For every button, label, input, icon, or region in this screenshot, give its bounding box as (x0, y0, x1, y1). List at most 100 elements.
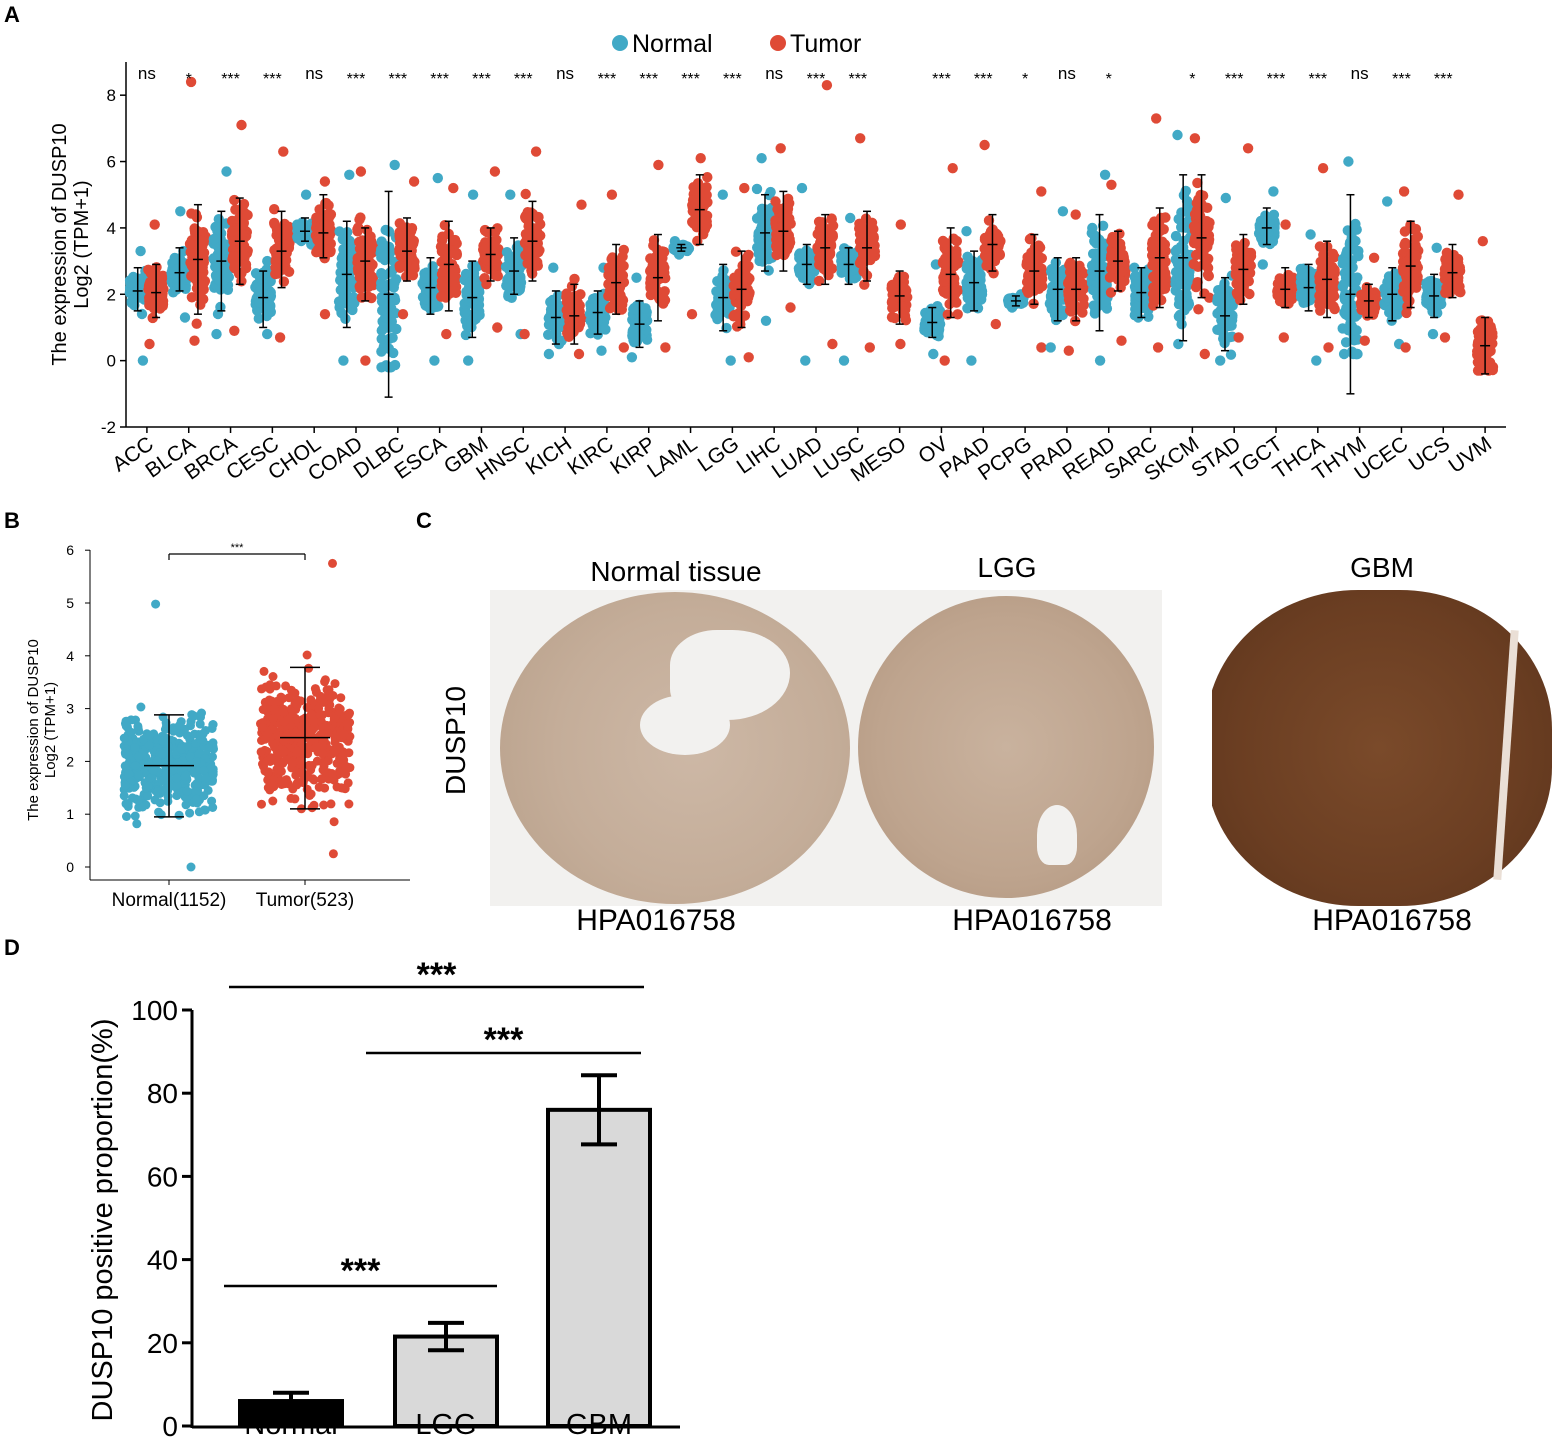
a-point-kirp-tumor (653, 159, 664, 171)
a-point-ucs-tumor (1453, 272, 1464, 283)
a-point-sarc-tumor (1160, 273, 1172, 284)
a-point-thym-normal (1351, 348, 1362, 360)
a-point-read-tumor (1106, 179, 1117, 190)
a-point-blca-tumor (186, 292, 198, 303)
a-point-thym-tumor (1361, 290, 1373, 302)
a-point-lusc-normal (845, 212, 856, 224)
a-point-luad-normal (803, 276, 814, 287)
a-point-gbm-normal (462, 286, 473, 298)
a-point-ucs-normal (1421, 294, 1432, 305)
a-point-skcm-normal (1170, 266, 1182, 278)
a-point-kich-tumor (576, 199, 587, 210)
a-point-uvm-tumor (1472, 346, 1483, 357)
panel-letter-c: C (416, 508, 432, 533)
a-point-sarc-normal (1132, 285, 1143, 296)
a-point-pcpg-tumor (1036, 186, 1047, 197)
a-sig-pcpg: * (1022, 71, 1028, 88)
a-point-thca-tumor (1314, 297, 1325, 308)
a-point-lusc-normal (836, 254, 847, 266)
a-point-blca-normal (172, 278, 183, 289)
a-point-prad-normal (1057, 266, 1068, 277)
a-point-hnsc-normal (504, 273, 515, 284)
a-point-kirp-tumor (658, 293, 669, 304)
a-point-ov-normal (926, 303, 937, 314)
a-point-skcm-normal (1175, 241, 1187, 252)
a-point-lgg-normal (717, 189, 728, 200)
a-point-ov-tumor (952, 309, 963, 320)
a-point-cesc-tumor (274, 241, 285, 252)
a-point-ov-tumor (938, 286, 950, 298)
a-point-gbm-tumor (479, 273, 490, 284)
a-point-gbm-normal (459, 307, 470, 319)
a-point-lgg-tumor (739, 182, 750, 194)
a-point-thca-tumor (1324, 289, 1335, 300)
a-point-kich-tumor (566, 281, 578, 292)
a-point-read-tumor (1104, 272, 1116, 283)
a-point-paad-normal (962, 251, 973, 262)
a-point-cesc-normal (254, 297, 265, 308)
a-point-skcm-tumor (1203, 221, 1214, 233)
a-point-stad-tumor (1242, 143, 1254, 154)
a-point-read-tumor (1105, 287, 1117, 298)
a-sig-laml: *** (681, 71, 700, 88)
a-point-coad-tumor (362, 263, 373, 274)
a-sig-ucec: *** (1392, 71, 1411, 88)
a-point-kirc-normal (596, 345, 607, 356)
a-point-sarc-normal (1132, 301, 1143, 313)
a-y-label-1: The expression of DUSP10 (49, 123, 71, 365)
a-point-coad-tumor (354, 214, 365, 225)
a-point-cesc-tumor (274, 332, 286, 343)
a-point-thym-normal (1346, 232, 1358, 243)
a-point-gbm-tumor (492, 270, 503, 282)
a-point-hnsc-tumor (526, 258, 537, 270)
a-sig-prad: ns (1058, 64, 1076, 83)
a-point-ucec-normal (1391, 299, 1403, 310)
a-point-prad-tumor (1063, 277, 1075, 288)
a-point-acc-tumor (154, 300, 165, 311)
a-point-kirc-tumor (617, 251, 628, 262)
a-point-pcpg-tumor (1024, 234, 1036, 245)
a-point-dlbc-normal (377, 270, 388, 281)
a-point-esca-normal (432, 172, 443, 184)
a-point-dlbc-normal (385, 362, 397, 373)
a-point-skcm-tumor (1204, 292, 1215, 303)
b-y-tick-label: 1 (66, 806, 74, 822)
a-point-read-normal (1097, 220, 1109, 231)
a-point-acc-normal (135, 245, 146, 257)
a-point-thca-tumor (1327, 248, 1339, 259)
a-point-prad-normal (1057, 206, 1069, 217)
a-point-ucec-tumor (1404, 295, 1415, 307)
a-point-skcm-tumor (1202, 241, 1213, 252)
a-point-brca-tumor (236, 119, 247, 131)
a-point-chol-tumor (313, 225, 324, 236)
a-y-tick-label: -2 (101, 418, 116, 437)
b-y-tick-label: 5 (66, 595, 74, 611)
a-sig-chol: ns (305, 64, 323, 83)
a-point-acc-tumor (144, 338, 155, 350)
a-point-dlbc-normal (379, 250, 391, 262)
a-point-gbm-tumor (481, 226, 493, 238)
a-point-kich-tumor (564, 302, 575, 313)
a-point-dlbc-normal (388, 282, 399, 293)
a-point-brca-normal (221, 166, 232, 177)
a-point-lgg-tumor (742, 284, 753, 295)
a-point-blca-tumor (185, 76, 197, 88)
a-point-chol-tumor (320, 198, 331, 209)
b-y-tick-label: 2 (66, 753, 74, 769)
a-point-acc-tumor (149, 278, 160, 289)
a-point-ucs-tumor (1443, 250, 1455, 261)
a-legend-marker-tumor (770, 35, 786, 51)
a-point-skcm-normal (1172, 129, 1183, 141)
a-point-dlbc-tumor (409, 263, 420, 274)
a-point-lusc-tumor (860, 213, 872, 224)
a-sig-acc: ns (138, 64, 156, 83)
a-point-kirp-tumor (647, 259, 659, 270)
a-point-meso-tumor (893, 292, 904, 303)
a-point-blca-tumor (187, 252, 198, 263)
a-point-stad-normal (1225, 349, 1237, 360)
a-point-cesc-tumor (278, 146, 289, 157)
a-sig-ov: *** (932, 71, 951, 88)
a-point-kirp-tumor (658, 260, 669, 271)
a-point-brca-tumor (229, 235, 240, 246)
a-point-ucs-tumor (1439, 332, 1451, 343)
